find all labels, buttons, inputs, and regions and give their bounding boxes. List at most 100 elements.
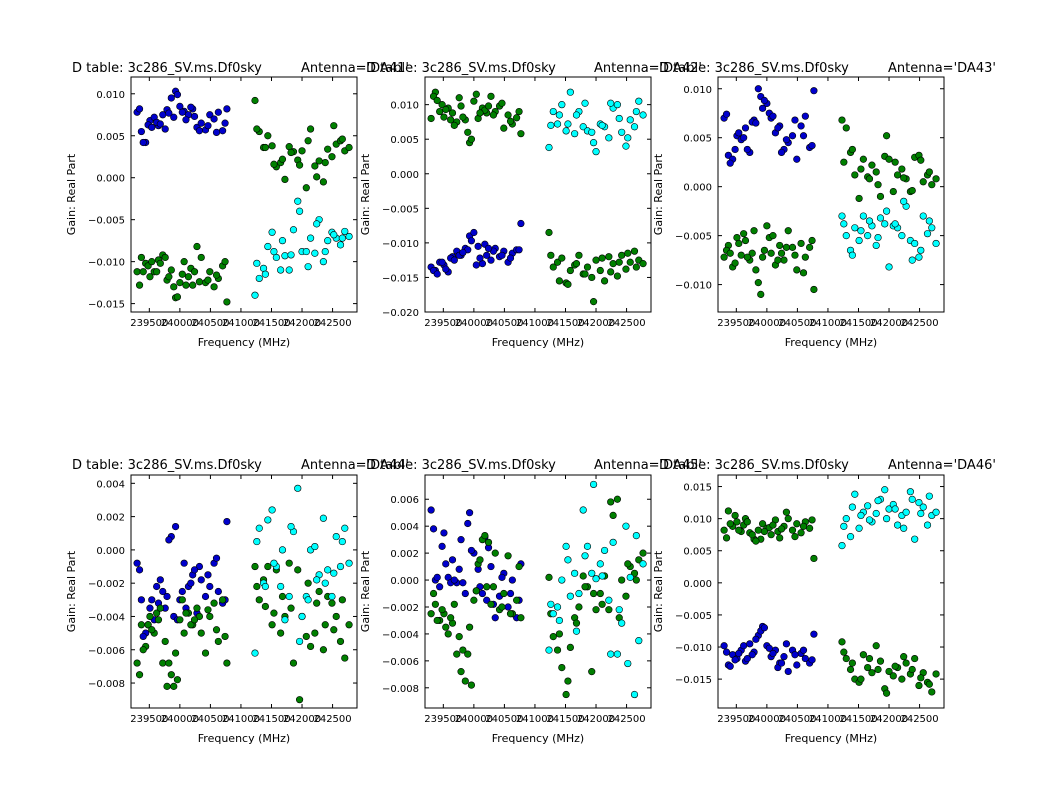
data-point: [251, 96, 259, 105]
data-point: [553, 603, 562, 611]
data-point: [223, 298, 231, 306]
data-point: [626, 258, 634, 266]
data-point: [881, 486, 889, 494]
data-point: [810, 285, 818, 294]
data-point: [797, 122, 805, 130]
y-tick-label: −0.015: [88, 300, 125, 311]
data-point: [630, 247, 639, 255]
y-axis-label: Gain: Real Part: [65, 550, 78, 632]
data-point: [630, 690, 639, 699]
data-point: [864, 663, 872, 672]
data-point: [197, 576, 205, 584]
data-point: [491, 614, 499, 622]
data-point: [313, 173, 321, 181]
y-tick-label: 0.005: [683, 547, 712, 558]
data-point: [928, 688, 936, 696]
data-point: [336, 241, 345, 249]
data-point: [281, 175, 289, 183]
data-point: [330, 122, 338, 130]
data-point: [624, 249, 632, 257]
data-point: [885, 155, 893, 163]
data-point: [898, 675, 906, 683]
data-point: [455, 633, 463, 641]
antenna-label: Antenna='DA41': [301, 61, 409, 76]
data-point: [885, 263, 893, 271]
data-point: [900, 174, 908, 182]
data-point: [545, 646, 553, 654]
data-point: [555, 111, 563, 119]
data-point: [221, 119, 229, 127]
data-point: [277, 582, 285, 591]
data-point: [268, 228, 276, 236]
data-point: [919, 212, 927, 220]
data-point: [431, 600, 439, 608]
data-point: [777, 148, 786, 156]
data-point: [767, 249, 775, 257]
data-point: [758, 104, 767, 112]
data-point: [872, 168, 880, 176]
data-point: [173, 91, 182, 99]
data-point: [170, 682, 178, 690]
data-point: [810, 87, 818, 95]
data-point: [133, 559, 141, 567]
data-point: [722, 648, 731, 656]
data-point: [917, 156, 925, 164]
data-series: [427, 88, 647, 306]
data-point: [298, 147, 306, 155]
data-point: [857, 511, 865, 520]
data-point: [517, 614, 525, 622]
data-point: [581, 583, 589, 591]
data-point: [545, 143, 553, 152]
antenna-label: Antenna='DA42': [594, 61, 702, 76]
x-tick-label: 241500: [839, 714, 877, 725]
data-point: [261, 582, 269, 591]
data-point: [915, 253, 923, 261]
data-point: [313, 599, 321, 607]
data-point: [321, 159, 329, 167]
data-point: [311, 162, 319, 170]
data-point: [851, 224, 859, 232]
data-point: [515, 246, 523, 254]
data-point: [278, 155, 287, 163]
data-point: [564, 120, 572, 128]
data-point: [277, 266, 285, 274]
data-point: [253, 259, 261, 267]
data-point: [294, 484, 302, 492]
data-point: [459, 646, 467, 654]
data-point: [769, 112, 777, 120]
data-point: [195, 278, 204, 286]
data-point: [210, 115, 218, 123]
data-point: [467, 237, 476, 245]
data-point: [178, 270, 186, 278]
data-point: [923, 230, 932, 238]
data-point: [838, 638, 846, 646]
x-tick-label: 241000: [516, 714, 554, 725]
data-point: [774, 256, 782, 264]
data-point: [345, 143, 353, 152]
data-point: [154, 616, 163, 624]
data-point: [855, 524, 863, 532]
y-tick-label: 0.004: [390, 522, 419, 533]
data-point: [874, 181, 882, 189]
data-point: [720, 526, 728, 534]
data-point: [287, 251, 295, 259]
data-point: [840, 158, 848, 166]
data-point: [754, 279, 762, 287]
x-tick-label: 242500: [313, 318, 351, 329]
chart-title: D table: 3c286_SV.ms.Df0sky: [659, 61, 849, 76]
x-axis-label: Frequency (MHz): [492, 732, 584, 745]
data-point: [635, 97, 643, 105]
data-point: [253, 582, 261, 591]
data-point: [572, 260, 581, 268]
data-point: [613, 272, 622, 280]
data-point: [558, 663, 566, 672]
chart-panel: D table: 3c286_SV.ms.Df0sky Antenna='DA43…: [652, 61, 996, 349]
data-point: [187, 621, 195, 629]
data-point: [865, 654, 874, 663]
data-point: [840, 220, 848, 228]
data-point: [740, 642, 748, 650]
data-point: [588, 273, 596, 282]
antenna-label: Antenna='DA44': [301, 458, 409, 473]
x-axis-label: Frequency (MHz): [198, 336, 290, 349]
data-point: [613, 101, 622, 109]
